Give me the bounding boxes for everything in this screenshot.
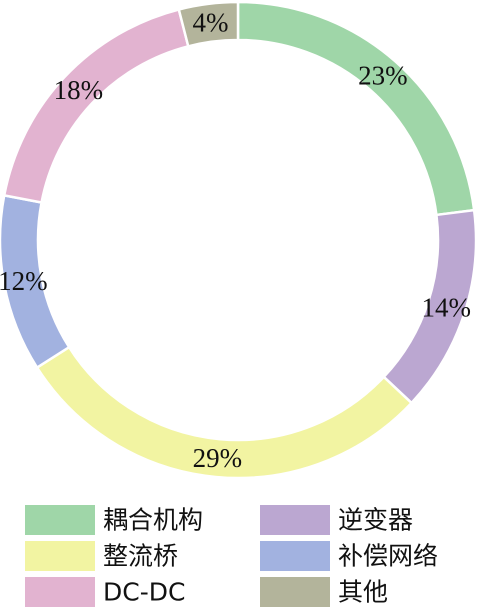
slice-label-4: 18%	[54, 75, 104, 105]
slice-label-0: 23%	[358, 61, 408, 91]
legend-swatch-4	[25, 577, 95, 607]
legend-swatch-3	[260, 541, 330, 571]
slice-0	[236, 0, 476, 217]
legend-label-4: DC-DC	[103, 578, 185, 607]
legend-label-2: 整流桥	[103, 542, 178, 571]
slice-5	[177, 0, 240, 48]
slice-label-1: 14%	[422, 293, 472, 323]
legend-swatch-2	[25, 541, 95, 571]
legend-label-1: 逆变器	[338, 506, 413, 535]
legend-label-0: 耦合机构	[103, 506, 203, 535]
slice-label-2: 29%	[193, 443, 243, 473]
legend-label-5: 其他	[338, 578, 388, 607]
donut-slices	[0, 0, 478, 480]
legend-swatch-0	[25, 505, 95, 535]
legend-swatch-5	[260, 577, 330, 607]
donut-slice-labels: 23% 14% 29% 12% 18% 4%	[0, 8, 471, 473]
legend-swatch-1	[260, 505, 330, 535]
slice-label-3: 12%	[0, 266, 48, 296]
legend-label-3: 补偿网络	[338, 542, 438, 571]
slice-4	[2, 7, 190, 204]
slice-label-5: 4%	[193, 8, 229, 38]
